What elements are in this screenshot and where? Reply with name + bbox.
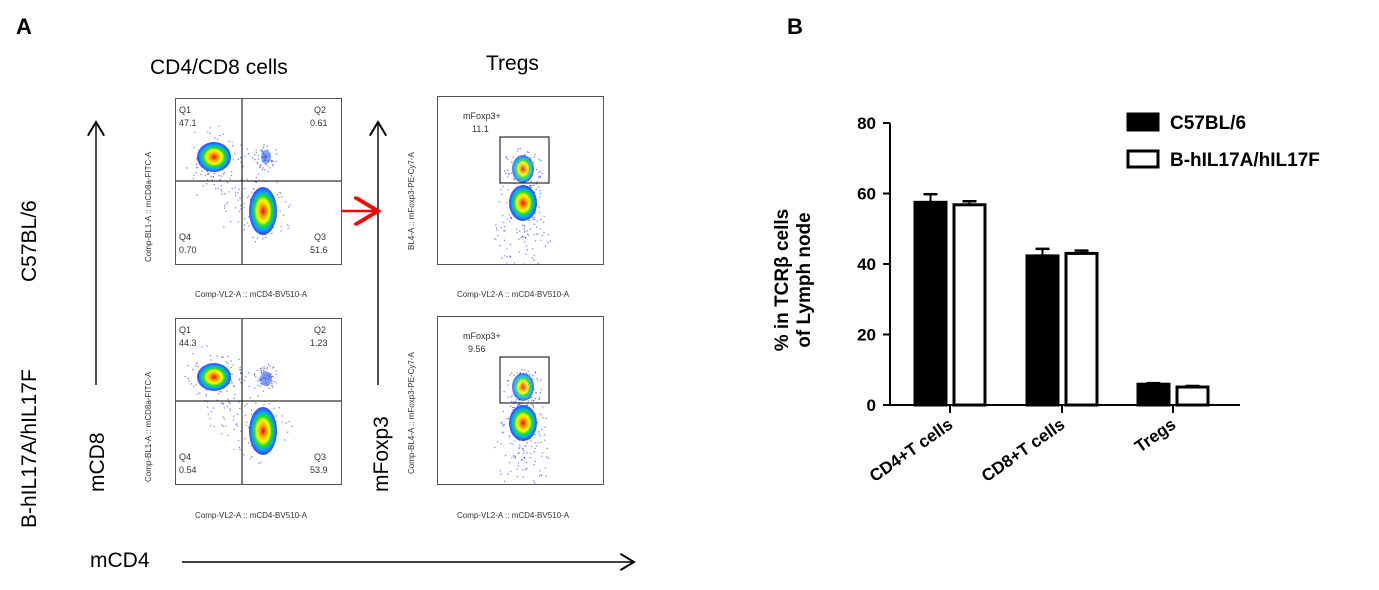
- bar-chart: 0 20 40 60 80 % in TCRβ cells of Lymph node CD4…: [772, 112, 1320, 486]
- double-positive-population: [260, 372, 272, 386]
- q1-name: Q1: [179, 325, 192, 335]
- x-tick-label: CD4+T cells: [866, 415, 956, 486]
- foxp3-gate: [499, 136, 550, 184]
- y-axis-label: % in TCRβ cells: [772, 209, 793, 352]
- bar-0-0: [913, 200, 948, 407]
- q2-value: 0.61: [310, 118, 328, 128]
- gate-value: 11.1: [472, 124, 489, 134]
- legend-label-0: C57BL/6: [1170, 113, 1246, 134]
- foxp3-gate: [499, 356, 550, 404]
- bar-0-2: [1136, 382, 1171, 407]
- foxp3-population: [512, 373, 534, 401]
- scatter-dots: [184, 345, 293, 464]
- bar-1-2: [1175, 385, 1210, 407]
- flow-plot-2-density: [493, 136, 551, 264]
- q1-value: 44.3: [179, 338, 197, 348]
- x-axis-label-mcd4: mCD4: [90, 549, 150, 572]
- cd8-population: [197, 142, 231, 172]
- q4-name: Q4: [179, 452, 192, 462]
- flow-plot-tregs-b-hil17a: mFoxp3+ 9.56: [437, 316, 604, 485]
- panel-a-arrows: [0, 0, 700, 590]
- column-title-tregs: Tregs: [486, 52, 539, 75]
- bar-0-1: [1025, 254, 1060, 407]
- foxp3-neg-population: [509, 405, 537, 441]
- cd4-population: [249, 407, 277, 455]
- y-tick-label: 0: [867, 396, 876, 415]
- y-tick-label: 80: [857, 114, 876, 133]
- scatter-dots: [186, 125, 291, 243]
- plot2-y-axis-title: BL4-A :: mFoxp3-PE-Cy7-A: [407, 152, 416, 250]
- flow-plot-cd4cd8-b-hil17a: Q1 44.3 Q2 1.23 Q4 0.54 Q3 53.9: [175, 318, 342, 485]
- q4-value: 0.70: [179, 245, 197, 255]
- y-axis-label-line2: of Lymph node: [794, 212, 815, 347]
- cd4-population: [249, 187, 277, 235]
- plot3-y-axis-title: Comp-BL1-A :: mCD8a-FITC-A: [144, 371, 153, 482]
- legend-swatch-0: [1126, 112, 1160, 132]
- double-positive-population: [261, 150, 271, 164]
- y-tick-label: 40: [857, 255, 876, 274]
- q2-name: Q2: [314, 105, 327, 115]
- legend-swatch-1: [1126, 149, 1160, 169]
- flow-plot-3-density: [176, 319, 341, 484]
- q3-name: Q3: [314, 452, 327, 462]
- plot1-x-axis-title: Comp-VL2-A :: mCD4-BV510-A: [195, 290, 308, 299]
- bar-1-1: [1064, 251, 1099, 407]
- q3-value: 53.9: [310, 465, 328, 475]
- legend-label-1: B-hIL17A/hIL17F: [1170, 150, 1320, 171]
- bar-1-0: [952, 203, 987, 407]
- flow-plot-cd4cd8-c57bl6: Q1 47.1 Q2 0.61 Q4 0.70 Q3 51.6: [175, 98, 342, 265]
- y-tick-label: 20: [857, 326, 876, 345]
- cd8-population: [197, 363, 231, 391]
- plot4-x-axis-title: Comp-VL2-A :: mCD4-BV510-A: [457, 511, 570, 520]
- q1-name: Q1: [179, 105, 192, 115]
- plot2-x-axis-title: Comp-VL2-A :: mCD4-BV510-A: [457, 290, 570, 299]
- q3-name: Q3: [314, 232, 327, 242]
- plot1-y-axis-title: Comp-BL1-A :: mCD8a-FITC-A: [144, 151, 153, 262]
- q3-value: 51.6: [310, 245, 328, 255]
- column-title-cd4cd8: CD4/CD8 cells: [150, 56, 288, 79]
- gate-name: mFoxp3+: [463, 111, 501, 121]
- q2-name: Q2: [314, 325, 327, 335]
- x-tick-label: Tregs: [1131, 415, 1179, 457]
- flow-plot-1-density: [176, 99, 341, 264]
- q4-name: Q4: [179, 232, 192, 242]
- flow-plot-tregs-c57bl6: mFoxp3+ 11.1: [437, 96, 604, 265]
- q4-value: 0.54: [179, 465, 197, 475]
- gate-value: 9.56: [468, 344, 486, 354]
- q1-value: 47.1: [179, 118, 197, 128]
- x-tick-label: CD8+T cells: [978, 415, 1068, 486]
- y-tick-label: 60: [857, 185, 876, 204]
- panel-b-letter: B: [787, 14, 803, 39]
- gate-name: mFoxp3+: [463, 331, 501, 341]
- plot4-y-axis-title: Comp-BL4-A :: mFoxp3-PE-Cy7-A: [407, 352, 416, 474]
- flow-plot-4-density: [494, 356, 550, 484]
- q2-value: 1.23: [310, 338, 328, 348]
- foxp3-population: [512, 155, 534, 183]
- foxp3-neg-population: [509, 185, 537, 221]
- plot3-x-axis-title: Comp-VL2-A :: mCD4-BV510-A: [195, 511, 308, 520]
- panel-a-letter: A: [16, 14, 32, 39]
